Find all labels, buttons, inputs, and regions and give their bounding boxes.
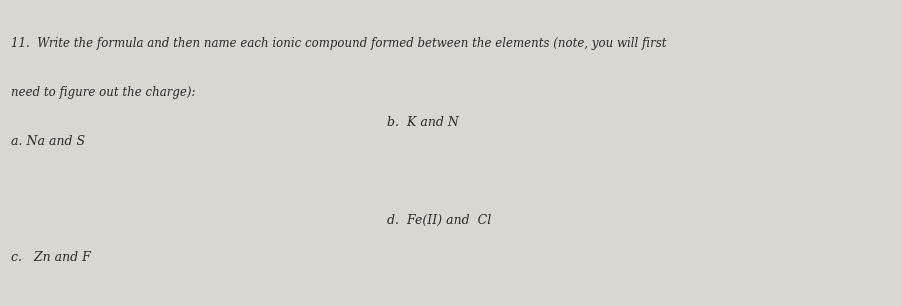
Text: c.   Zn and F: c. Zn and F [11, 251, 91, 264]
Text: 11.  Write the formula and then name each ionic compound formed between the elem: 11. Write the formula and then name each… [11, 37, 667, 50]
Text: a. Na and S: a. Na and S [11, 135, 85, 147]
Text: need to figure out the charge):: need to figure out the charge): [11, 86, 196, 99]
Text: d.  Fe(II) and  Cl: d. Fe(II) and Cl [387, 214, 492, 227]
Text: b.  K and N: b. K and N [387, 116, 460, 129]
